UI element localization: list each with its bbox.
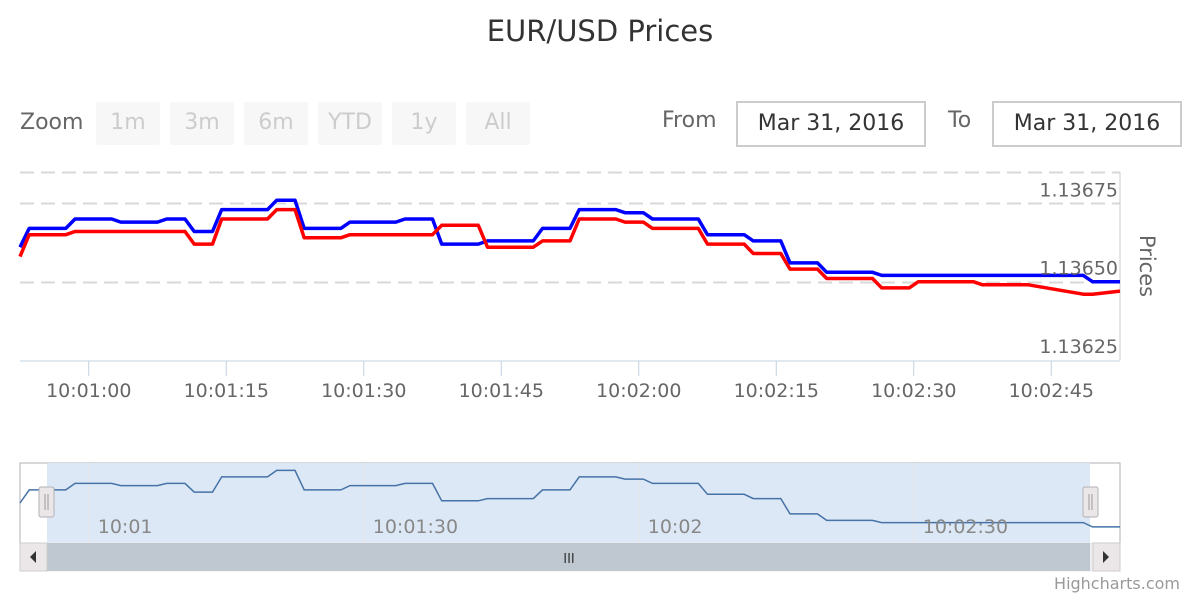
zoom-label: Zoom bbox=[20, 110, 84, 135]
navigator-x-label: 10:01:30 bbox=[373, 516, 458, 538]
ask-series-line bbox=[18, 207, 1121, 296]
x-tick-labels: 10:01:00 10:01:15 10:01:30 10:01:45 10:02:00… bbox=[46, 361, 1094, 402]
bid-series-line bbox=[18, 198, 1120, 284]
y-tick-label: 1.13675 bbox=[1039, 179, 1118, 201]
y-axis-title: Prices bbox=[1135, 235, 1159, 297]
zoom-6m-button[interactable]: 6m bbox=[244, 102, 308, 145]
navigator-left-handle[interactable] bbox=[38, 486, 55, 518]
to-label: To bbox=[948, 108, 972, 133]
scrollbar[interactable]: III bbox=[19, 542, 1121, 572]
navigator-labels: 10:01 10:01:30 10:02 10:02:30 bbox=[98, 516, 1008, 538]
chart-title: EUR/USD Prices bbox=[486, 14, 714, 48]
y-tick-label: 1.13625 bbox=[1039, 336, 1118, 358]
navigator-x-label: 10:01 bbox=[98, 516, 153, 538]
y-tick-label: 1.13650 bbox=[1039, 258, 1118, 280]
x-tick-label: 10:01:15 bbox=[184, 380, 269, 402]
navigator[interactable]: 10:01 10:01:30 10:02 10:02:30 bbox=[19, 462, 1121, 544]
x-tick-label: 10:02:15 bbox=[734, 380, 819, 402]
navigator-mask[interactable] bbox=[47, 463, 1090, 543]
navigator-right-handle[interactable] bbox=[1082, 486, 1099, 518]
from-date-input[interactable]: Mar 31, 2016 bbox=[736, 101, 926, 147]
y-tick-labels: 1.13625 1.13650 1.13675 bbox=[1039, 179, 1118, 358]
scrollbar-grip: III bbox=[563, 552, 575, 567]
zoom-1y-button[interactable]: 1y bbox=[392, 102, 456, 145]
x-tick-label: 10:01:00 bbox=[46, 380, 131, 402]
arrow-left-icon bbox=[30, 551, 36, 563]
x-tick-label: 10:02:30 bbox=[871, 380, 956, 402]
x-tick-label: 10:01:30 bbox=[321, 380, 406, 402]
to-date-input[interactable]: Mar 31, 2016 bbox=[992, 101, 1182, 147]
x-tick-label: 10:02:00 bbox=[596, 380, 681, 402]
navigator-x-label: 10:02 bbox=[648, 516, 703, 538]
arrow-right-icon bbox=[1103, 551, 1109, 563]
zoom-all-button[interactable]: All bbox=[466, 102, 530, 145]
credits-link[interactable]: Highcharts.com bbox=[1054, 574, 1180, 593]
navigator-grid bbox=[88, 463, 915, 543]
zoom-ytd-button[interactable]: YTD bbox=[318, 102, 382, 145]
navigator-x-label: 10:02:30 bbox=[923, 516, 1008, 538]
x-tick-label: 10:02:45 bbox=[1009, 380, 1094, 402]
navigator-series bbox=[19, 469, 1120, 528]
scrollbar-thumb[interactable] bbox=[47, 543, 1090, 571]
zoom-1m-button[interactable]: 1m bbox=[96, 102, 160, 145]
zoom-3m-button[interactable]: 3m bbox=[170, 102, 234, 145]
x-tick-label: 10:01:45 bbox=[459, 380, 544, 402]
price-series bbox=[18, 198, 1121, 296]
from-label: From bbox=[662, 108, 717, 133]
